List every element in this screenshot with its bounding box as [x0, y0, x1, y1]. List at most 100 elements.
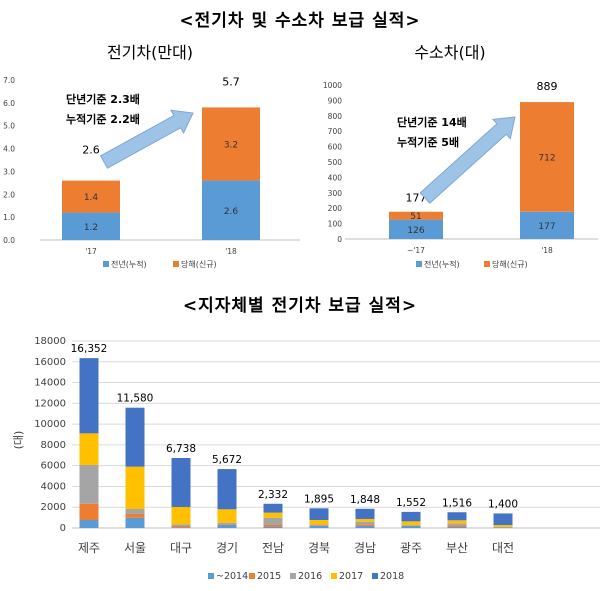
chart2-segment-label: 712 — [538, 153, 555, 163]
chart3-total-label: 1,516 — [442, 497, 472, 509]
chart3-legend-swatch — [208, 573, 214, 579]
chart3-legend-swatch — [290, 573, 296, 579]
chart3-bar-segment — [263, 503, 283, 513]
chart1-y-tick-label: 5.0 — [3, 122, 15, 131]
chart1-segment-label: 3.2 — [224, 141, 238, 151]
chart1-category-label: '17 — [85, 247, 97, 256]
chart2-y-tick-label: 900 — [328, 96, 343, 105]
chart3-legend-label: 2016 — [298, 571, 322, 582]
chart3-bar-segment — [493, 527, 513, 528]
chart1-y-tick-label: 3.0 — [3, 167, 15, 176]
chart2-bar-segment — [389, 211, 443, 220]
chart2-segment-label: 177 — [538, 222, 555, 232]
chart3-bar-segment — [309, 520, 329, 525]
chart2-legend-label: 전년(누적) — [424, 259, 460, 269]
chart1-segment-label: 1.2 — [84, 223, 98, 233]
chart2-y-tick-label: 500 — [328, 158, 343, 167]
chart3-bar-segment — [263, 524, 283, 527]
chart3-bar-segment — [217, 509, 237, 523]
chart3-y-tick-label: 16000 — [34, 357, 66, 368]
chart1-legend-label: 당해(신규) — [181, 259, 217, 269]
chart3-total-label: 1,552 — [396, 497, 426, 509]
chart3-total-label: 1,400 — [488, 498, 518, 510]
chart3-bar-segment — [79, 358, 99, 434]
chart3-bar-segment — [493, 513, 513, 525]
chart3-bar-segment — [309, 525, 329, 526]
chart2-y-tick-label: 700 — [328, 127, 343, 136]
chart2-legend-swatch — [484, 261, 490, 267]
chart3-legend-label: ~2014 — [216, 571, 248, 582]
chart1-y-tick-label: 7.0 — [3, 76, 15, 85]
chart3-y-tick-label: 10000 — [34, 419, 66, 430]
chart2-growth-arrow-icon — [419, 116, 516, 204]
chart3-bar-segment — [401, 511, 421, 522]
chart3-bar-segment — [355, 508, 375, 519]
chart3-bar-segment — [217, 469, 237, 510]
chart3-bar-segment — [263, 517, 283, 525]
chart2-annotation: 누적기준 5배 — [397, 135, 459, 149]
chart1-total-label: 5.7 — [222, 75, 240, 88]
chart2-legend-swatch — [416, 261, 422, 267]
chart3-total-label: 2,332 — [258, 489, 288, 501]
chart1-bar-segment — [202, 180, 260, 240]
chart1-annotation: 누적기준 2.2배 — [66, 112, 140, 126]
chart3-bar-segment — [217, 524, 237, 528]
chart1-legend-label: 전년(누적) — [111, 259, 147, 269]
chart3-bar-segment — [401, 525, 421, 526]
chart3-y-tick-label: 14000 — [34, 378, 66, 389]
chart3-y-tick-label: 4000 — [41, 481, 66, 492]
chart1-y-tick-label: 1.0 — [3, 213, 15, 222]
chart1-y-tick-label: 6.0 — [3, 99, 15, 108]
chart3-bar-segment — [79, 520, 99, 528]
chart2-segment-label: 51 — [410, 212, 421, 222]
chart3-y-tick-label: 2000 — [41, 502, 66, 513]
chart1-y-tick-label: 4.0 — [3, 145, 15, 154]
chart3-legend-swatch — [249, 573, 255, 579]
chart3-bar-segment — [447, 525, 467, 527]
chart3-legend-label: 2015 — [257, 571, 281, 582]
chart2-category-label: ~'17 — [407, 246, 425, 255]
chart3-bar-segment — [171, 527, 191, 528]
chart1-y-tick-label: 2.0 — [3, 190, 15, 199]
chart1-segment-label: 1.4 — [84, 193, 99, 203]
chart2-total-label: 889 — [537, 80, 558, 93]
chart1-annotation: 단년기준 2.3배 — [66, 92, 140, 106]
chart3-bar-segment — [493, 524, 513, 527]
main-title: <전기차 및 수소차 보급 실적> — [179, 11, 421, 31]
chart1-growth-arrow-icon — [99, 109, 194, 169]
chart3-legend-label: 2018 — [380, 571, 404, 582]
chart3-bar-segment — [217, 524, 237, 525]
chart2-annotation: 단년기준 14배 — [397, 115, 467, 129]
chart3-bar-segment — [263, 526, 283, 528]
chart2-legend-label: 당해(신규) — [492, 259, 528, 269]
chart3-y-tick-label: 18000 — [34, 336, 66, 347]
chart1-total-label: 2.6 — [82, 144, 100, 157]
chart3-legend-swatch — [331, 573, 337, 579]
chart3-y-tick-label: 12000 — [34, 398, 66, 409]
chart3-bar-segment — [79, 433, 99, 465]
chart3-bar-segment — [125, 508, 145, 514]
chart1-bar-segment — [62, 212, 120, 240]
chart3-bar-segment — [79, 503, 99, 521]
chart3-category-label: 대구 — [170, 541, 192, 555]
chart3-bar-segment — [355, 525, 375, 528]
chart3-bar-segment — [79, 464, 99, 504]
chart3-bar-segment — [355, 518, 375, 522]
chart3-bar-segment — [355, 521, 375, 525]
chart3-bar-segment — [171, 526, 191, 528]
chart3-total-label: 1,848 — [350, 494, 380, 506]
chart3-bar-segment — [401, 521, 421, 526]
chart3-bar-segment — [125, 517, 145, 528]
chart3-category-label: 경북 — [308, 541, 330, 555]
chart2-segment-label: 126 — [407, 226, 424, 236]
chart1-legend-swatch — [173, 261, 179, 267]
chart3-bar-segment — [309, 508, 329, 521]
chart2-title: 수소차(대) — [414, 43, 485, 62]
chart3-category-label: 서울 — [124, 541, 146, 555]
chart3-total-label: 1,895 — [304, 493, 334, 505]
chart3-bar-segment — [401, 525, 421, 528]
chart3-category-label: 광주 — [400, 541, 422, 555]
chart2-total-label: 177 — [406, 192, 427, 205]
chart2-y-tick-label: 400 — [328, 173, 343, 182]
